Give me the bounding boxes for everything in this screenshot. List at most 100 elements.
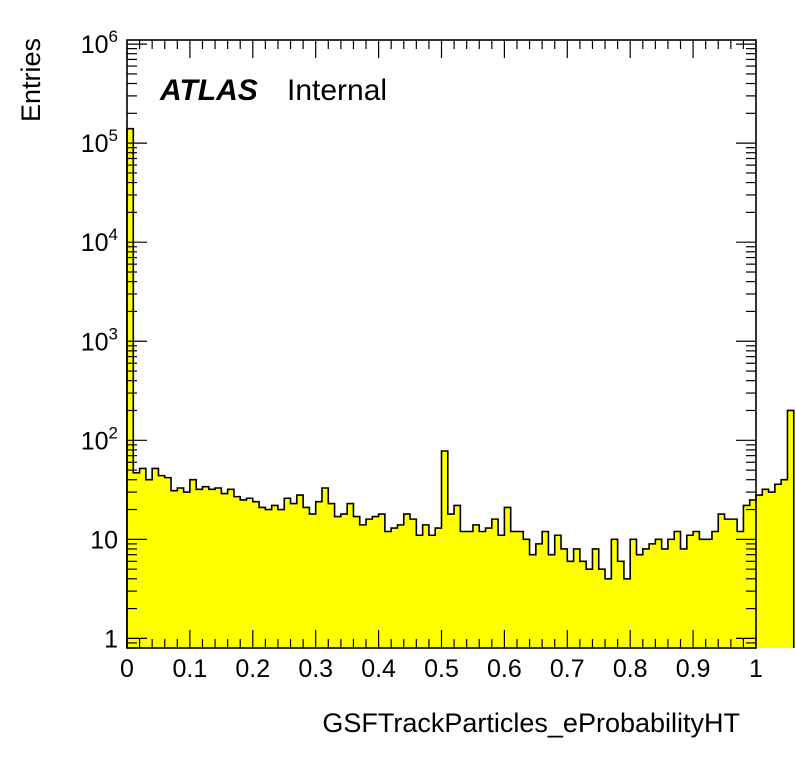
y-tick-label: 103 xyxy=(81,324,118,356)
x-tick-label: 0.3 xyxy=(298,655,333,683)
histogram-bin xyxy=(315,501,323,648)
histogram-bin xyxy=(642,548,650,648)
histogram-bin xyxy=(221,493,229,648)
histogram-bin xyxy=(498,535,505,648)
histogram-bin xyxy=(403,514,411,648)
histogram-bin xyxy=(422,524,430,648)
histogram-bin xyxy=(171,490,178,648)
atlas-label: ATLAS xyxy=(159,74,258,107)
histogram-bars xyxy=(127,128,795,648)
histogram-bin xyxy=(347,503,354,648)
histogram-bin xyxy=(655,539,663,648)
histogram-bin xyxy=(133,472,140,648)
histogram-bin xyxy=(303,507,310,648)
internal-label: Internal xyxy=(287,74,387,107)
histogram-bin xyxy=(127,128,134,648)
histogram-bin xyxy=(271,505,279,648)
histogram-bin xyxy=(290,503,298,648)
histogram-bin xyxy=(259,507,266,648)
x-tick-labels: 0 0.1 0.2 0.3 0.4 0.5 0.6 0.7 0.8 0.9 1 xyxy=(120,655,763,683)
histogram-bin xyxy=(730,519,738,648)
histogram-bin xyxy=(762,489,769,648)
histogram-bin xyxy=(743,505,751,648)
histogram-bin xyxy=(353,516,361,648)
histogram-bin xyxy=(605,578,612,648)
histogram-bin xyxy=(705,539,713,648)
histogram-bin xyxy=(196,489,203,648)
y-tick-label: 1 xyxy=(104,625,118,653)
histogram-bin xyxy=(510,531,518,648)
histogram-bin xyxy=(567,561,574,648)
histogram-bin xyxy=(724,519,732,648)
x-tick-label: 0.4 xyxy=(361,655,396,683)
histogram-bin xyxy=(416,535,424,648)
x-tick-label: 0.7 xyxy=(550,655,585,683)
histogram-bin xyxy=(460,531,468,648)
histogram-bin xyxy=(491,519,499,648)
histogram-bin xyxy=(504,507,512,648)
histogram-bin xyxy=(680,548,688,648)
histogram-bin xyxy=(189,479,197,648)
histogram-bin xyxy=(573,548,581,648)
histogram-bin xyxy=(479,531,486,648)
x-tick-label: 0 xyxy=(120,655,134,683)
histogram-bin xyxy=(366,519,373,648)
histogram-bin xyxy=(749,499,757,648)
histogram-bin xyxy=(233,496,241,648)
histogram-bin xyxy=(202,486,210,648)
histogram-bin xyxy=(309,514,317,648)
histogram-bin xyxy=(756,495,763,648)
y-tick-labels: 1 10 102 103 104 105 106 xyxy=(81,27,118,653)
histogram-bin xyxy=(774,484,782,648)
histogram-bin xyxy=(485,528,493,648)
histogram-bin xyxy=(340,514,348,648)
histogram-bin xyxy=(472,524,480,648)
x-tick-label: 0.6 xyxy=(487,655,522,683)
x-tick-label: 0.5 xyxy=(424,655,459,683)
y-tick-label: 105 xyxy=(81,126,118,158)
histogram-bin xyxy=(284,498,291,648)
histogram-bin xyxy=(699,539,707,648)
histogram-bin xyxy=(667,539,675,648)
histogram-bin xyxy=(158,475,166,648)
histogram-bin xyxy=(542,531,549,648)
histogram-outline xyxy=(126,127,795,648)
histogram-bin xyxy=(466,531,474,648)
histogram-bin xyxy=(579,561,587,648)
histogram-bin xyxy=(711,531,719,648)
histogram-bin xyxy=(630,539,637,648)
histogram-bin xyxy=(378,514,386,648)
histogram-bin xyxy=(768,492,776,648)
histogram-bin xyxy=(617,561,625,648)
histogram-bin xyxy=(328,503,335,648)
histogram-bin xyxy=(523,539,530,648)
histogram-bin xyxy=(215,487,222,648)
histogram-bin xyxy=(693,531,700,648)
histogram-bin xyxy=(410,519,417,648)
histogram-bin xyxy=(391,528,398,648)
histogram-bin xyxy=(674,531,681,648)
histogram-bin xyxy=(611,539,619,648)
histogram-bin xyxy=(334,516,342,648)
histogram-bin xyxy=(649,543,656,648)
histogram-bin xyxy=(592,548,600,648)
histogram-bin xyxy=(661,548,669,648)
histogram-bin xyxy=(636,554,644,648)
histogram-bin xyxy=(554,535,562,648)
histogram-bin xyxy=(516,531,524,648)
y-tick-label: 10 xyxy=(90,526,118,554)
histogram-bin xyxy=(208,489,216,648)
axis-ticks xyxy=(126,40,757,649)
histogram-bin xyxy=(246,498,254,648)
histogram-bin xyxy=(164,477,172,648)
histogram-bin xyxy=(548,554,556,648)
x-axis-title: GSFTrackParticles_eProbabilityHT xyxy=(322,708,740,738)
histogram-bin xyxy=(277,509,285,648)
histogram-bin xyxy=(296,495,304,648)
y-axis-title: Entries xyxy=(16,38,46,122)
histogram-bin xyxy=(781,479,788,648)
histogram-bin xyxy=(177,487,185,648)
histogram-bin xyxy=(447,514,455,648)
histogram-bin xyxy=(183,492,191,648)
histogram-bin xyxy=(586,569,593,648)
